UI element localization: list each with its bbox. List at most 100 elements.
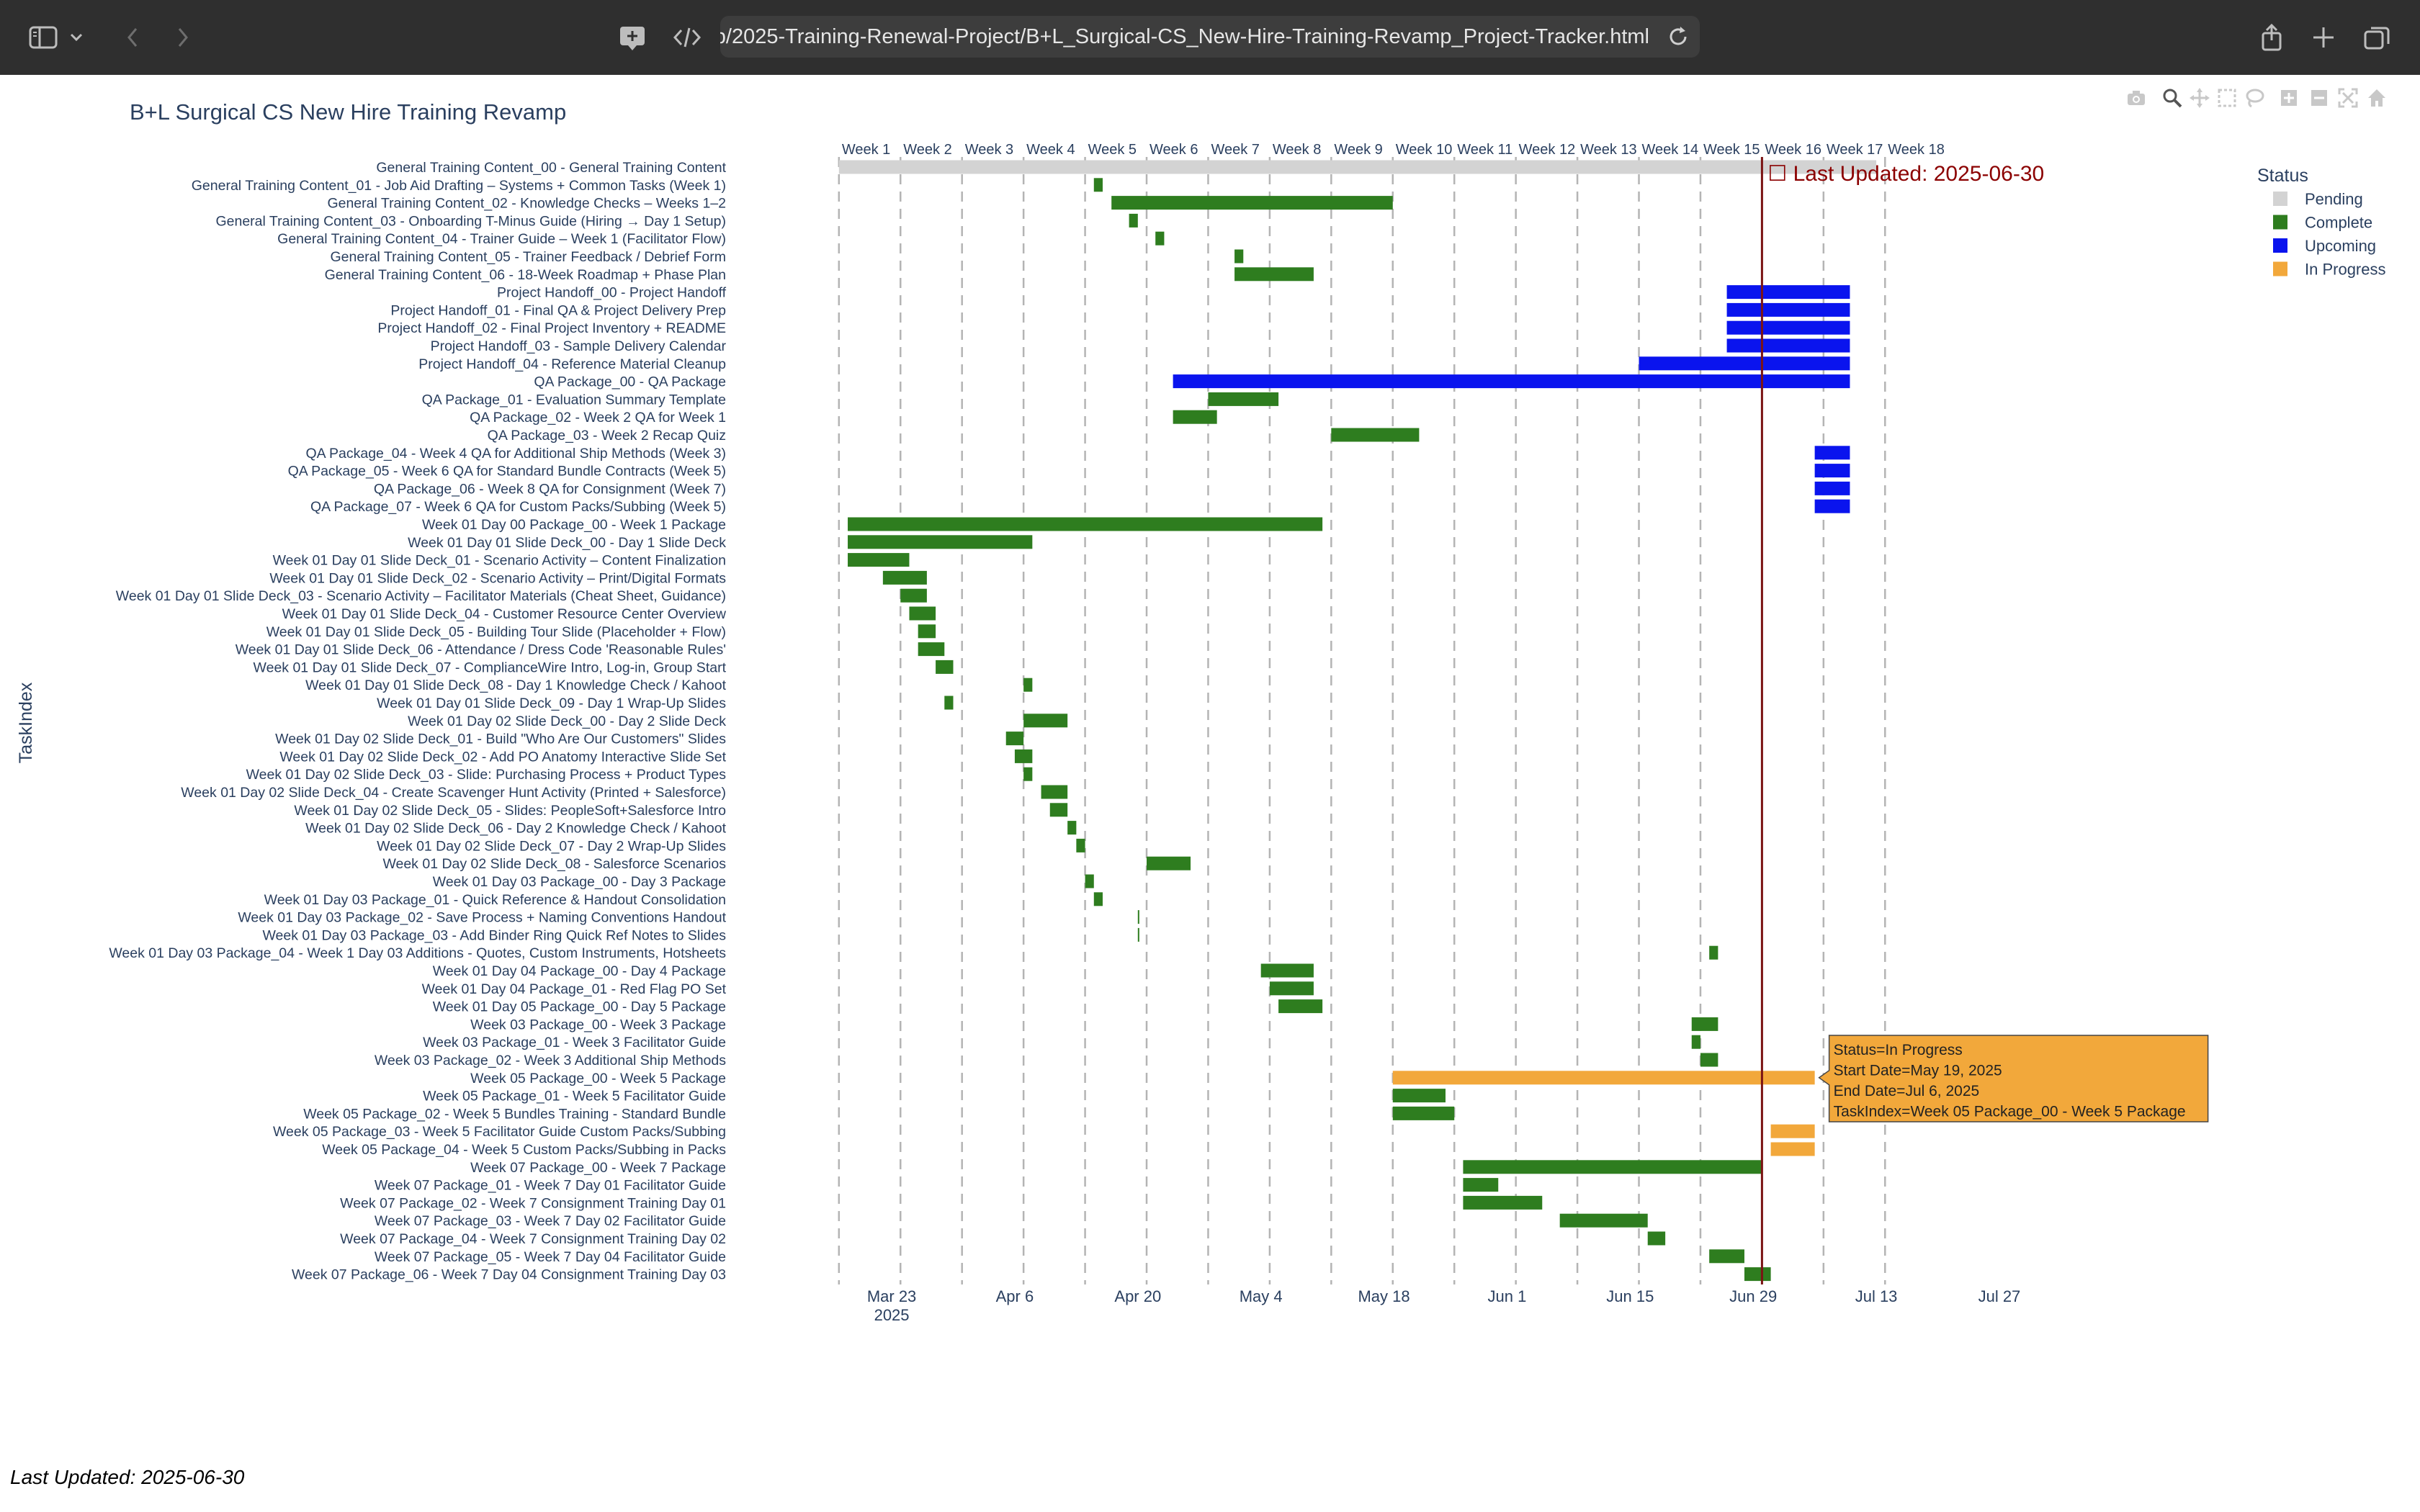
camera-icon[interactable] — [2123, 85, 2149, 111]
gantt-bar[interactable] — [1700, 1053, 1718, 1067]
autoscale-icon[interactable] — [2335, 85, 2361, 111]
gantt-bar[interactable] — [1814, 446, 1850, 460]
gantt-bar[interactable] — [1093, 178, 1103, 192]
reload-icon[interactable] — [1661, 19, 1695, 54]
sidebar-icon[interactable] — [26, 20, 60, 55]
share-icon[interactable] — [2254, 20, 2289, 55]
gantt-bar[interactable] — [1147, 856, 1191, 870]
gantt-bar[interactable] — [1234, 267, 1314, 282]
code-icon[interactable] — [670, 20, 704, 55]
gantt-bar[interactable] — [900, 588, 927, 603]
week-label: Week 14 — [1642, 142, 1699, 158]
gantt-bar[interactable] — [1173, 374, 1850, 389]
extension-icon[interactable] — [615, 20, 650, 55]
tooltip-line: Status=In Progress — [1834, 1042, 1963, 1058]
gantt-bar[interactable] — [909, 606, 936, 621]
box-select-icon[interactable] — [2214, 85, 2240, 111]
gantt-bar[interactable] — [1093, 892, 1103, 906]
gantt-bar[interactable] — [1049, 803, 1068, 817]
gantt-bar[interactable] — [1269, 981, 1314, 996]
gantt-bar[interactable] — [1726, 285, 1850, 300]
gantt-bar[interactable] — [882, 570, 927, 585]
gantt-bar[interactable] — [848, 553, 910, 567]
gantt-bar[interactable] — [1744, 1267, 1771, 1282]
gantt-bar[interactable] — [1814, 499, 1850, 513]
lasso-icon[interactable] — [2241, 85, 2267, 111]
zoom-in-icon[interactable] — [2276, 85, 2302, 111]
pan-icon[interactable] — [2187, 85, 2213, 111]
new-tab-icon[interactable] — [2306, 20, 2341, 55]
gantt-bar[interactable] — [1814, 464, 1850, 478]
gantt-bar[interactable] — [1392, 1089, 1446, 1103]
gantt-bar[interactable] — [1639, 356, 1850, 371]
gantt-bar[interactable] — [1770, 1142, 1815, 1156]
gantt-bar[interactable] — [1137, 910, 1139, 924]
task-label: General Training Content_04 - Trainer Gu… — [277, 231, 726, 247]
gantt-bar[interactable] — [1129, 213, 1138, 228]
gantt-bar[interactable] — [1463, 1178, 1499, 1192]
gantt-bar[interactable] — [1041, 785, 1068, 799]
url-text[interactable]: op/2025-Training-Renewal-Project/B+L_Sur… — [720, 25, 1649, 48]
gantt-bar[interactable] — [918, 642, 945, 657]
forward-icon[interactable] — [166, 20, 200, 55]
gantt-bar[interactable] — [1085, 874, 1094, 888]
gantt-bar[interactable] — [1155, 231, 1165, 246]
gantt-bar[interactable] — [1023, 767, 1033, 781]
gantt-bar[interactable] — [1023, 678, 1033, 692]
task-label: Week 05 Package_03 - Week 5 Facilitator … — [273, 1124, 726, 1140]
zoom-icon[interactable] — [2159, 85, 2185, 111]
gantt-bar[interactable] — [1726, 302, 1850, 317]
task-label: Week 01 Day 04 Package_01 - Red Flag PO … — [422, 981, 727, 997]
gantt-bar[interactable] — [1076, 838, 1085, 852]
gantt-bar[interactable] — [1709, 945, 1718, 960]
gantt-bar[interactable] — [848, 535, 1033, 549]
address-bar[interactable]: op/2025-Training-Renewal-Project/B+L_Sur… — [720, 16, 1700, 58]
gantt-bar[interactable] — [1331, 428, 1420, 442]
gantt-bar[interactable] — [936, 660, 954, 674]
gantt-bar[interactable] — [1691, 1017, 1718, 1031]
task-label: Week 01 Day 03 Package_01 - Quick Refere… — [264, 892, 726, 908]
gantt-bar[interactable] — [1726, 320, 1850, 335]
gantt-bar[interactable] — [1260, 963, 1314, 978]
gantt-bar[interactable] — [1014, 749, 1033, 763]
gantt-bar[interactable] — [1208, 392, 1279, 406]
gantt-bar[interactable] — [1770, 1124, 1815, 1138]
gantt-bar[interactable] — [1559, 1213, 1648, 1228]
task-label: Week 01 Day 01 Slide Deck_00 - Day 1 Sli… — [408, 535, 726, 551]
gantt-bar[interactable] — [944, 696, 954, 710]
gantt-bar[interactable] — [848, 517, 1323, 531]
legend-swatch — [2273, 215, 2287, 230]
task-label: QA Package_06 - Week 8 QA for Consignmen… — [374, 481, 726, 497]
gantt-bar[interactable] — [838, 160, 1877, 174]
gantt-bar[interactable] — [1647, 1231, 1666, 1246]
back-icon[interactable] — [115, 20, 150, 55]
gantt-bar[interactable] — [1234, 249, 1244, 264]
gantt-bar[interactable] — [1392, 1071, 1815, 1085]
gantt-bar[interactable] — [1278, 999, 1323, 1014]
gantt-bar[interactable] — [1067, 821, 1077, 835]
gantt-bar[interactable] — [1173, 410, 1217, 424]
task-label: Week 01 Day 02 Slide Deck_04 - Create Sc… — [181, 785, 726, 801]
gantt-bar[interactable] — [1137, 927, 1139, 942]
zoom-out-icon[interactable] — [2306, 85, 2332, 111]
task-label: Week 01 Day 01 Slide Deck_08 - Day 1 Kno… — [305, 678, 726, 693]
task-label: Week 01 Day 02 Slide Deck_01 - Build "Wh… — [275, 732, 726, 747]
gantt-bar[interactable] — [1814, 481, 1850, 495]
task-label: Week 01 Day 01 Slide Deck_01 - Scenario … — [273, 553, 726, 569]
gantt-bar[interactable] — [1726, 338, 1850, 353]
home-icon[interactable] — [2364, 85, 2390, 111]
gantt-bar[interactable] — [1005, 732, 1024, 746]
gantt-bar[interactable] — [1463, 1195, 1543, 1210]
gantt-bar[interactable] — [1709, 1249, 1744, 1264]
gantt-bar[interactable] — [918, 624, 936, 639]
gantt-bar[interactable] — [1023, 714, 1068, 728]
gantt-bar[interactable] — [1392, 1106, 1455, 1120]
chevron-down-icon[interactable] — [66, 20, 86, 55]
task-label: General Training Content_01 - Job Aid Dr… — [192, 178, 726, 194]
tabs-icon[interactable] — [2360, 20, 2394, 55]
gantt-bar[interactable] — [1463, 1160, 1762, 1174]
task-label: QA Package_07 - Week 6 QA for Custom Pac… — [310, 499, 726, 515]
x-tick-label: Jun 15 — [1606, 1287, 1654, 1305]
gantt-bar[interactable] — [1111, 196, 1393, 210]
gantt-bar[interactable] — [1691, 1035, 1700, 1049]
